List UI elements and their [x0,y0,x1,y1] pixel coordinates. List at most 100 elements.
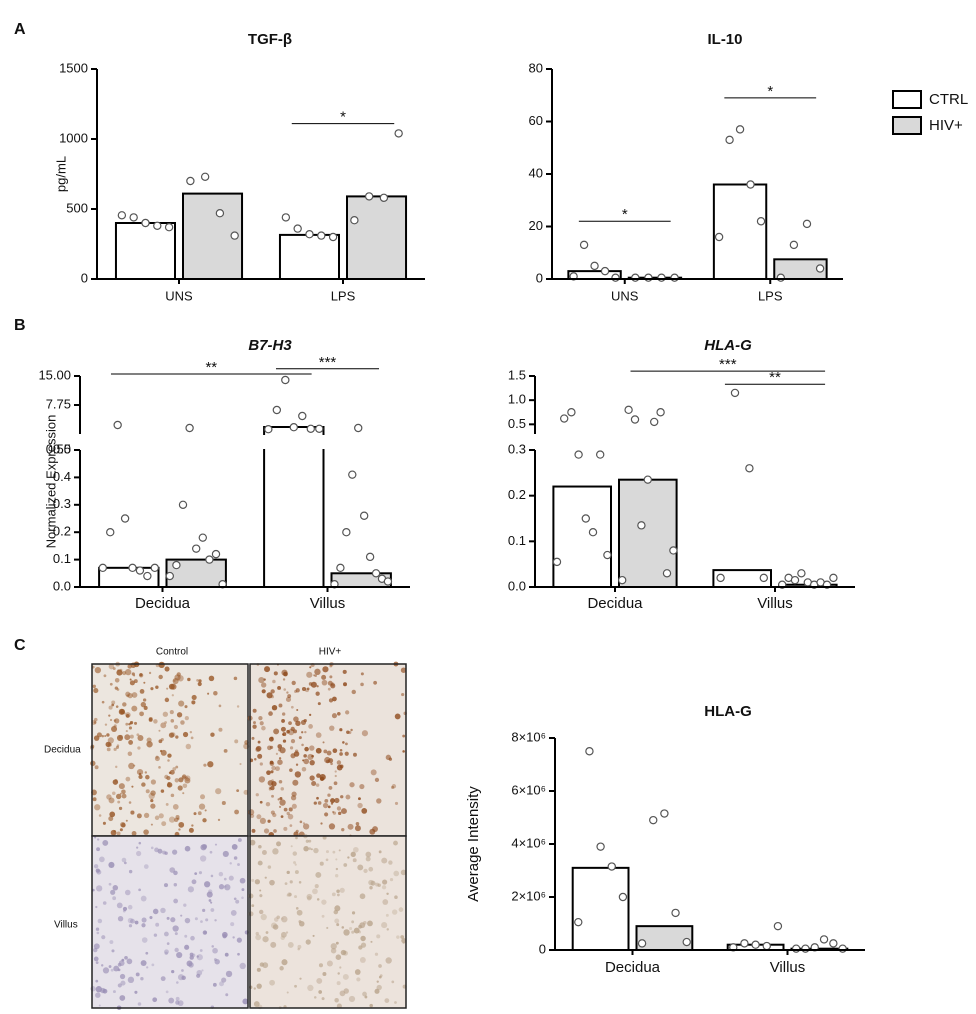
cell [177,675,184,682]
cell [331,892,336,897]
cell [332,811,337,815]
cell [145,789,150,794]
cell [212,982,217,987]
data-point [791,944,801,953]
cell [111,700,116,705]
cell [334,770,337,773]
cell [365,851,372,858]
cell [248,893,254,899]
cell [117,916,124,922]
cell [166,775,171,781]
cell [116,734,124,741]
bar [278,233,340,280]
cell [332,850,336,854]
cell [255,934,262,941]
bar [552,485,613,588]
cell [122,702,127,707]
cell [356,977,361,982]
cell [349,927,353,931]
cell [93,864,99,869]
cell [136,768,144,776]
cell [332,748,338,754]
data-point [141,218,150,228]
cell [378,964,382,968]
cell [363,868,368,874]
cell [266,770,271,776]
cell [251,736,255,740]
cell [331,713,337,719]
data-point [669,546,678,555]
cell [90,986,96,992]
cell [109,811,116,818]
cell [312,888,318,895]
cell [391,784,397,789]
data-point [191,544,201,553]
cell [361,808,368,814]
cell [353,752,357,757]
bar [346,195,408,280]
cell [108,882,112,886]
cell [320,822,323,825]
cell [353,927,360,934]
cell [93,721,97,724]
cell [368,866,374,872]
cell [309,713,312,716]
cell [377,883,381,887]
data-point [682,937,691,947]
data-point [740,939,749,948]
cell [360,942,367,948]
cell [169,769,175,775]
data-point [745,464,754,473]
cell [196,969,203,976]
cell [236,789,240,793]
cell [298,736,302,740]
cell [248,809,255,816]
cell [327,687,331,691]
cell [223,748,228,753]
cell [255,745,262,752]
cell [268,711,273,716]
cell [381,857,388,864]
data-point [164,222,174,232]
cell [202,844,208,850]
cell [261,689,266,694]
cell [259,800,263,804]
cell [185,776,188,779]
cell [165,990,169,994]
cell [339,887,345,893]
cell [251,878,255,882]
axis-break [534,435,856,449]
cell [252,708,257,713]
cell [150,798,154,803]
cell [317,801,322,805]
cell [393,870,400,877]
cell [181,975,186,981]
cell [376,798,382,804]
y-tick-label: 0.2 [53,524,71,539]
cell [252,724,257,729]
significance-label: * [622,206,628,223]
cell [129,720,134,725]
cell [138,888,141,892]
cell [219,981,224,987]
y-tick-label: 0.3 [508,441,526,456]
cell [394,895,398,899]
cell [143,864,149,869]
data-point [371,569,381,578]
cell [196,955,199,958]
cell [270,770,274,774]
cell [281,917,284,920]
cell [152,908,159,915]
data-point [649,815,658,825]
cell [299,820,303,824]
cell [260,913,267,921]
cell [90,760,96,767]
cell [95,905,98,909]
data-point [383,577,393,586]
cell [213,690,218,696]
cell [327,680,333,686]
cell [92,797,97,802]
cell [253,1001,260,1007]
y-tick-label: 0.2 [508,487,526,502]
cell [272,812,277,818]
